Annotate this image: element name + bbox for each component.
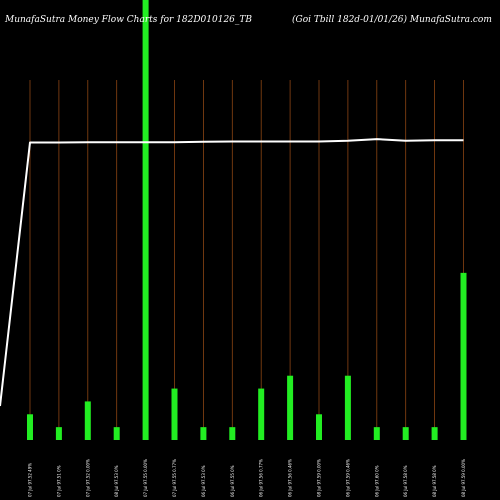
x-tick-label: 06 Jul 97.59 0.46% xyxy=(345,459,350,497)
bar xyxy=(200,427,207,440)
bar xyxy=(344,375,351,440)
x-tick-label: 07 Jul 97.52 49% xyxy=(28,463,33,497)
price-line xyxy=(0,138,464,407)
bar xyxy=(27,414,33,440)
chart-title-left: MunafaSutra Money Flow Charts for 182D01… xyxy=(4,15,252,25)
x-tick-label: 06 Jul 97.56 0.77% xyxy=(259,459,264,497)
bar xyxy=(113,427,120,440)
x-tick-label: 07 Jul 97.55 0.00% xyxy=(143,459,148,497)
x-tick-label: 06 Jul 97.56 0.46% xyxy=(288,459,293,497)
bar xyxy=(142,0,149,440)
chart-title-right: (Goi Tbill 182d-01/01/26) MunafaSutra.co… xyxy=(292,14,492,25)
x-tick-label: 08 Jul 97.59 0.00% xyxy=(317,459,322,497)
x-tick-label: 08 Jul 97.58 0% xyxy=(432,465,437,497)
line-series xyxy=(0,138,464,407)
bar xyxy=(373,427,380,440)
bar-series xyxy=(27,0,467,440)
bar xyxy=(431,427,438,440)
x-tick-label: 07 Jul 97.55 0.77% xyxy=(172,459,177,497)
x-tick-label: 08 Jul 97.53 0% xyxy=(114,465,119,497)
x-tick-label: 06 Jul 97.55 0% xyxy=(230,465,235,497)
x-tick-label: 06 Jul 97.58 0% xyxy=(403,465,408,497)
x-tick-label: 06 Jul 97.60 0% xyxy=(374,465,379,497)
x-tick-label: 06 Jul 97.53 0% xyxy=(201,465,206,497)
x-tick-labels: 07 Jul 97.52 49% 07 Jul 97.51 0% 07 Jul 97… xyxy=(28,459,467,497)
x-tick-label: 08 Jul 97.59 0.00% xyxy=(461,459,466,497)
x-tick-label: 07 Jul 97.51 0% xyxy=(56,465,61,497)
bar xyxy=(402,427,409,440)
bar xyxy=(55,427,62,440)
bar xyxy=(460,272,467,440)
bar xyxy=(287,375,294,440)
bar xyxy=(171,388,178,440)
x-tick-label: 07 Jul 97.52 0.00% xyxy=(85,459,90,497)
bar xyxy=(258,388,265,440)
bar xyxy=(84,401,91,440)
bar xyxy=(316,414,322,440)
bar xyxy=(229,427,236,440)
